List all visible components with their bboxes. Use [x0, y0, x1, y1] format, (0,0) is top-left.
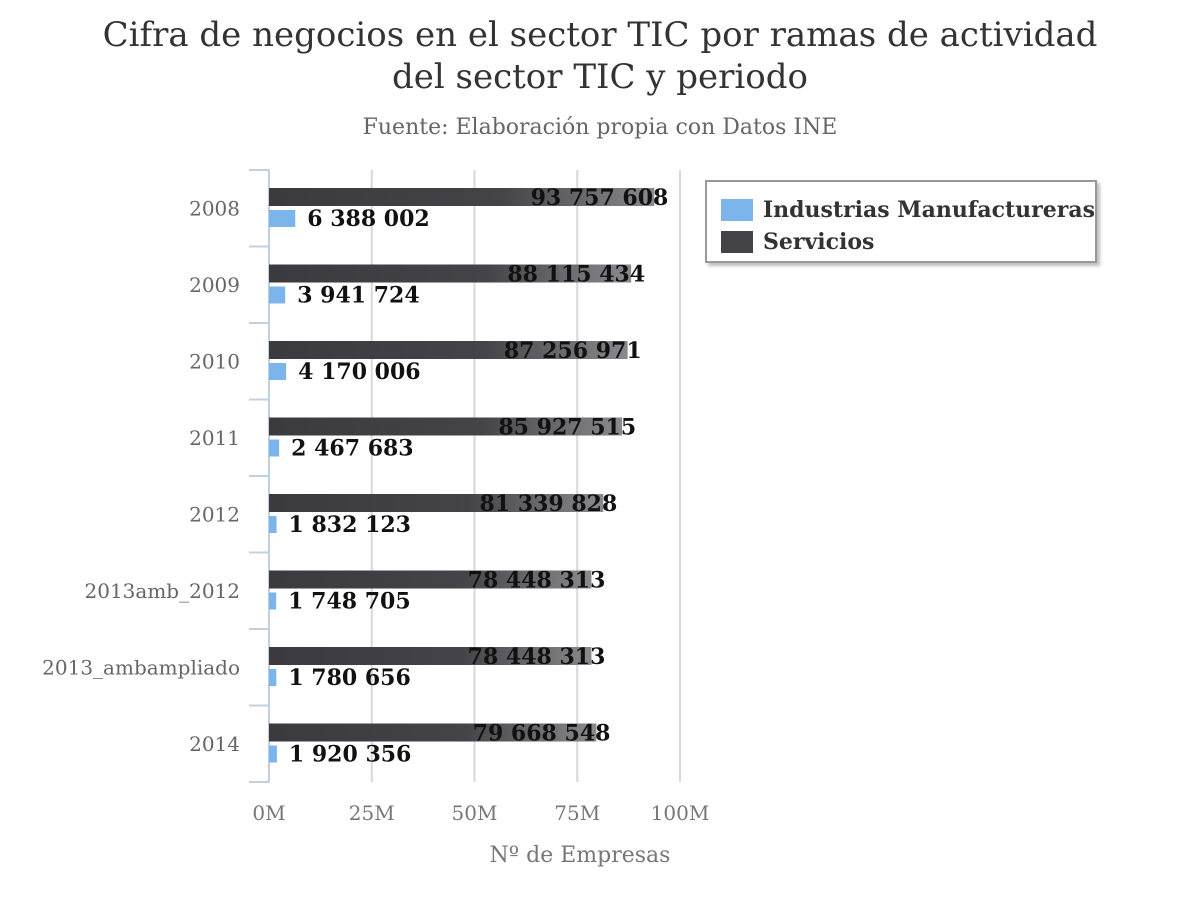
bar-servicios[interactable]: [269, 570, 592, 589]
legend-swatch-industrias: [721, 199, 753, 221]
data-label-servicios: 87 256 971: [504, 338, 642, 364]
legend: Industrias Manufactureras Servicios: [705, 180, 1097, 263]
bar-servicios[interactable]: [269, 188, 655, 206]
legend-item-servicios[interactable]: Servicios: [721, 226, 1095, 258]
bar-industrias[interactable]: [269, 210, 296, 227]
category-label: 2008: [189, 196, 240, 220]
data-label-industrias: 3 941 724: [297, 283, 419, 309]
bar-industrias[interactable]: [269, 439, 280, 457]
data-label-industrias: 1 748 705: [288, 589, 410, 615]
data-label-industrias: 1 920 356: [289, 742, 411, 768]
bar-servicios[interactable]: [269, 723, 597, 742]
data-label-servicios: 78 448 313: [468, 568, 606, 594]
x-tick-label: 100M: [651, 801, 710, 825]
chart-title: Cifra de negocios en el sector TIC por r…: [102, 15, 1098, 97]
bar-industrias[interactable]: [269, 745, 277, 763]
category-label: 2011: [189, 426, 240, 450]
legend-label-servicios: Servicios: [763, 229, 875, 255]
x-tick-label: 50M: [452, 801, 498, 825]
bar-industrias[interactable]: [269, 363, 287, 380]
category-label: 2013amb_2012: [85, 579, 241, 603]
x-axis-title: Nº de Empresas: [490, 843, 671, 868]
bar-industrias[interactable]: [269, 669, 277, 686]
bar-servicios[interactable]: [269, 264, 632, 283]
data-label-servicios: 93 757 608: [531, 185, 669, 211]
legend-swatch-servicios: [721, 231, 753, 253]
bar-servicios[interactable]: [269, 494, 604, 512]
data-label-industrias: 1 780 656: [288, 665, 410, 691]
data-label-servicios: 85 927 515: [498, 415, 636, 441]
data-label-servicios: 88 115 434: [507, 262, 645, 288]
bar-servicios[interactable]: [269, 417, 623, 436]
bar-servicios[interactable]: [269, 647, 592, 665]
category-label: 2013_ambampliado: [42, 655, 240, 679]
legend-label-industrias: Industrias Manufactureras: [762, 197, 1095, 223]
data-label-industrias: 1 832 123: [289, 512, 411, 538]
x-tick-label: 25M: [349, 801, 395, 825]
bar-industrias[interactable]: [269, 516, 277, 533]
data-label-industrias: 6 388 002: [307, 206, 429, 232]
category-label: 2010: [189, 349, 240, 373]
category-label: 2009: [189, 273, 240, 297]
data-label-industrias: 2 467 683: [291, 436, 413, 462]
data-label-servicios: 79 668 548: [473, 721, 611, 747]
chart-subtitle: Fuente: Elaboración propia con Datos INE: [362, 115, 838, 140]
x-tick-label: 75M: [554, 801, 600, 825]
bar-servicios[interactable]: [269, 341, 628, 359]
legend-item-industrias[interactable]: Industrias Manufactureras: [721, 194, 1095, 226]
bar-industrias[interactable]: [269, 286, 286, 304]
data-label-servicios: 81 339 828: [480, 491, 618, 517]
data-label-servicios: 78 448 313: [468, 644, 606, 670]
x-tick-label: 0M: [252, 801, 285, 825]
data-label-industrias: 4 170 006: [298, 359, 420, 385]
bar-industrias[interactable]: [269, 592, 277, 610]
category-label: 2012: [189, 502, 240, 526]
category-label: 2014: [189, 732, 240, 756]
